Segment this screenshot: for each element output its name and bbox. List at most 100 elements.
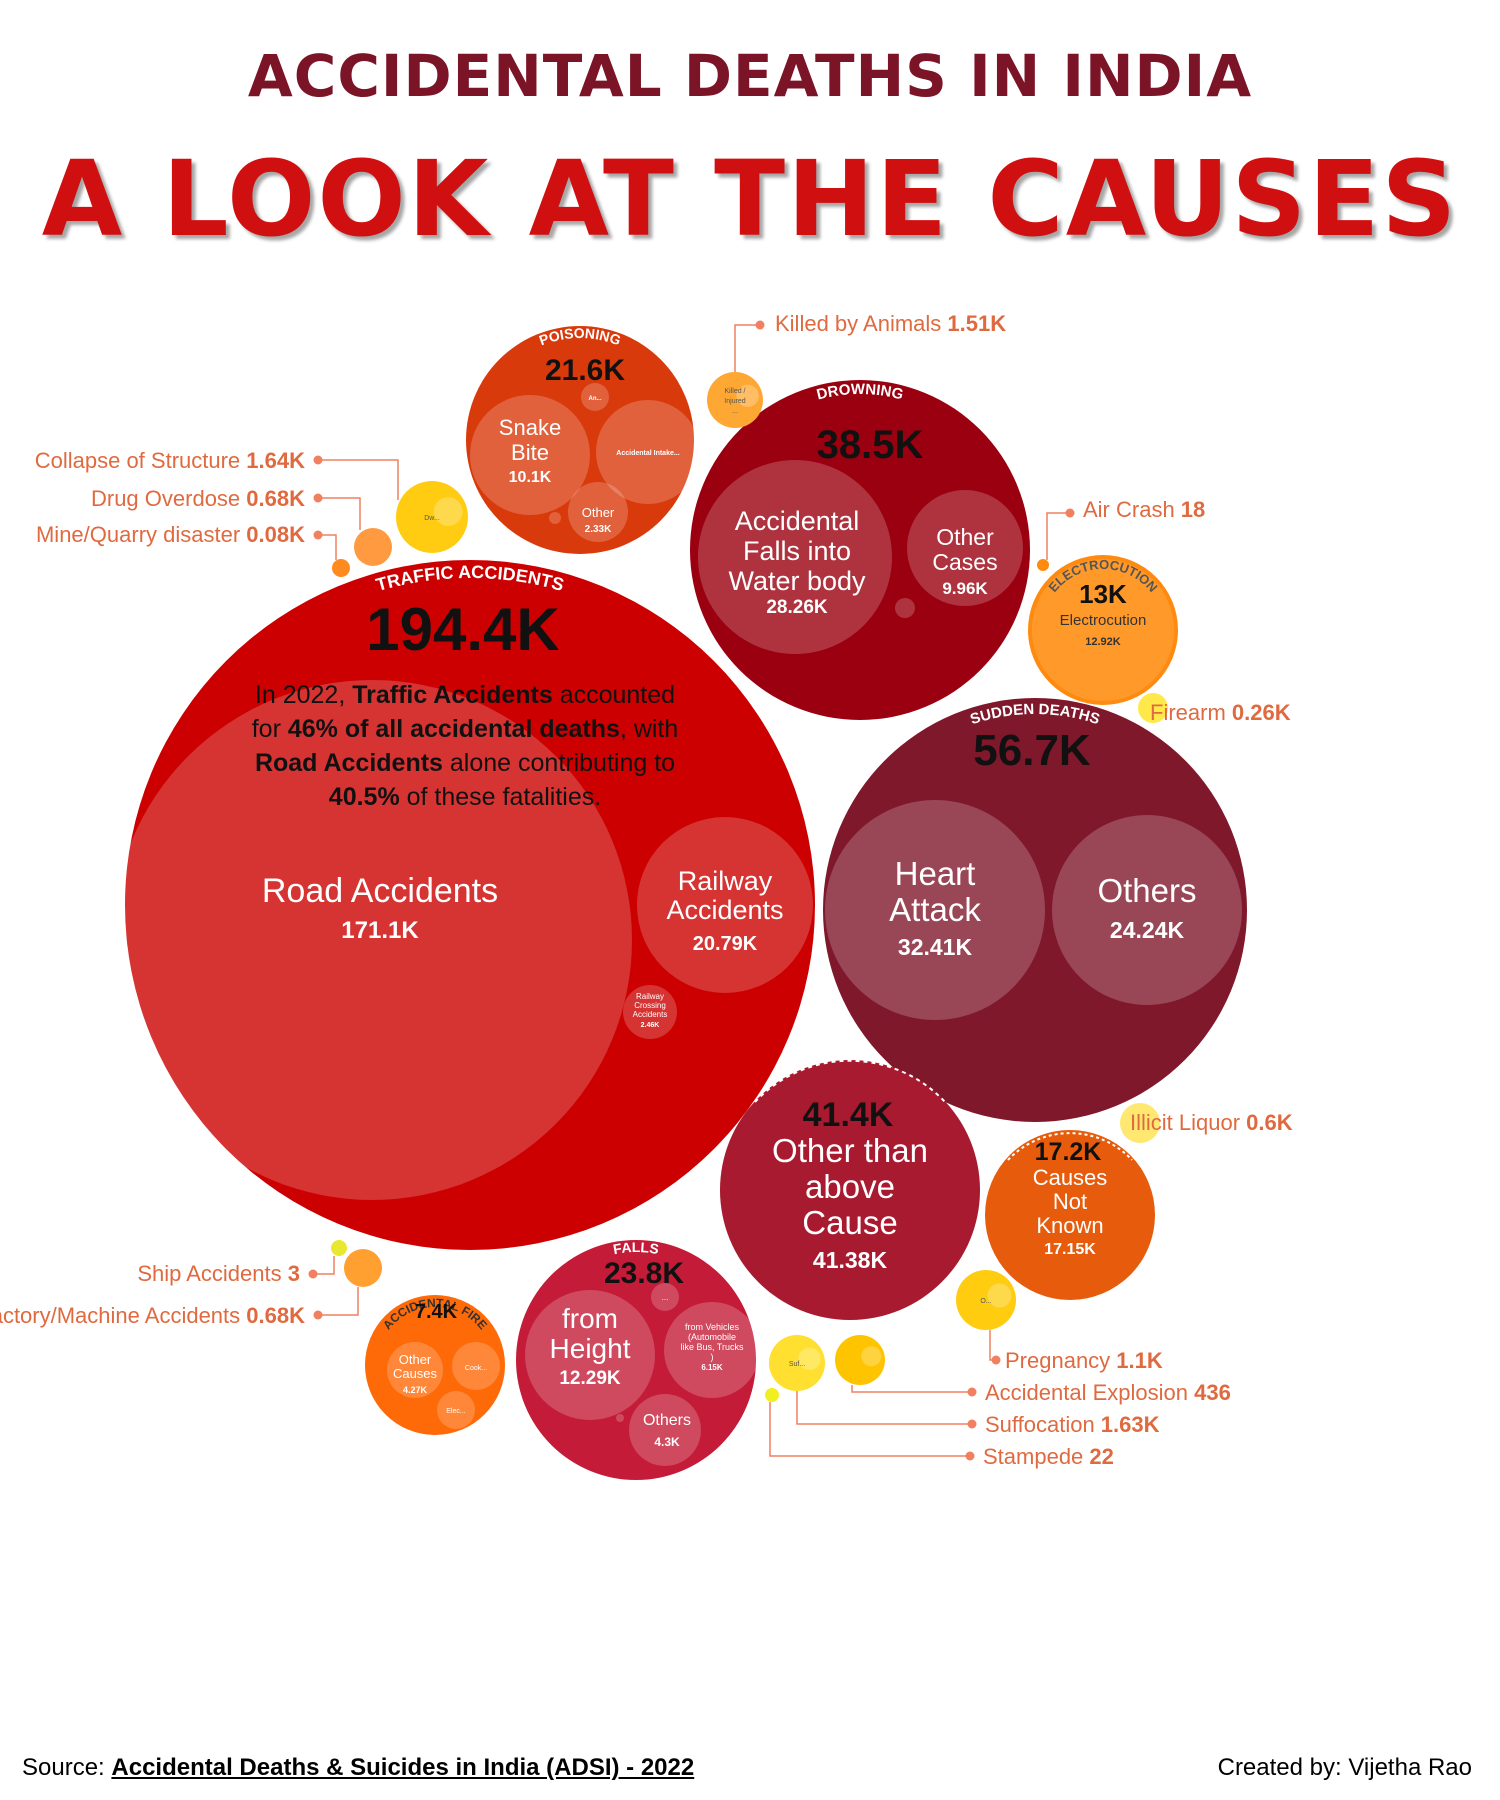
bubble-traffic-accidents[interactable]	[125, 560, 815, 1250]
bubble-poisoning-other[interactable]	[568, 482, 628, 542]
bubble-falls-tiny[interactable]	[616, 1414, 624, 1422]
small-item-firearm: Firearm 0.26K	[1138, 693, 1291, 725]
small-bubble[interactable]	[1120, 1103, 1160, 1143]
small-item-stampede: Stampede 22	[765, 1388, 1114, 1469]
bubble-label: Known	[1036, 1213, 1103, 1238]
bubble-label: Accidental	[735, 506, 860, 536]
bubble-railway-accidents[interactable]	[637, 817, 813, 993]
small-bubble[interactable]	[344, 1249, 382, 1287]
bubble-railway-crossing[interactable]	[623, 985, 677, 1039]
leader-dot	[313, 1310, 323, 1320]
bubble-label: Other	[399, 1352, 432, 1367]
source-link[interactable]: Accidental Deaths & Suicides in India (A…	[111, 1754, 695, 1781]
group-total-drowning: 38.5K	[817, 423, 924, 467]
bubble-electrocution[interactable]	[1032, 559, 1174, 701]
bubble-label: O...	[980, 1298, 991, 1305]
bubble-label: Water body	[728, 566, 866, 596]
bubble-drowning[interactable]	[690, 380, 1030, 720]
small-bubble[interactable]	[765, 1388, 779, 1402]
bubble-from-height[interactable]	[525, 1290, 655, 1420]
bubble-causes-not-known[interactable]	[985, 1130, 1155, 1300]
bubble-road-accidents[interactable]	[112, 680, 632, 1200]
small-bubble-inner[interactable]	[861, 1346, 882, 1367]
bubble-label: Attack	[889, 891, 981, 928]
chart-header: ACCIDENTAL DEATHS IN INDIA A LOOK AT THE…	[0, 0, 1500, 260]
small-bubble-inner[interactable]	[736, 384, 759, 407]
leader-line	[318, 534, 337, 560]
bubble-label: Causes	[393, 1366, 438, 1381]
small-item-label: Illicit Liquor 0.6K	[1130, 1110, 1293, 1135]
small-item-killed-by-animals: Killed / Injured... Killed by Animals 1.51…	[707, 311, 1006, 428]
small-item-label: Accidental Explosion 436	[985, 1380, 1231, 1405]
bubble-label: like Bus, Trucks	[680, 1342, 744, 1352]
bubble-drowning-other[interactable]	[907, 490, 1023, 606]
bubble-other-than-above[interactable]	[720, 1060, 980, 1320]
bubble-sudden-others[interactable]	[1052, 815, 1242, 1005]
small-bubble[interactable]	[707, 372, 763, 428]
leader-dot	[967, 1419, 977, 1429]
bubble-fire-cooking[interactable]	[452, 1342, 500, 1390]
bubble-label: Falls into	[743, 536, 851, 566]
bubble-falls-into-water[interactable]	[698, 460, 892, 654]
bubble-label: Killed /	[724, 388, 745, 395]
bubble-label: Bite	[511, 440, 549, 465]
bubble-poisoning-an[interactable]	[581, 383, 609, 411]
bubble-label: Crossing	[634, 1001, 666, 1010]
small-bubble[interactable]	[331, 1240, 347, 1256]
small-bubble[interactable]	[354, 528, 392, 566]
bubble-value: 4.3K	[654, 1435, 680, 1449]
bubble-label: Height	[550, 1333, 631, 1364]
source-note: Source: Accidental Deaths & Suicides in …	[22, 1754, 694, 1782]
bubble-label: Cases	[932, 549, 997, 575]
bubble-value: 12.29K	[559, 1368, 621, 1389]
bubble-accidental-intake[interactable]	[596, 400, 700, 504]
bubble-poisoning-tiny[interactable]	[549, 512, 561, 524]
bubble-snake-bite[interactable]	[470, 395, 590, 515]
bubble-sudden-deaths[interactable]	[823, 698, 1247, 1122]
leader-dot	[967, 1387, 977, 1397]
small-bubble-inner[interactable]	[798, 1347, 821, 1371]
bubble-label: Dw...	[424, 515, 440, 522]
small-bubble[interactable]	[396, 481, 468, 553]
small-bubble[interactable]	[1037, 559, 1049, 571]
bubble-value: 6.15K	[701, 1363, 723, 1372]
bubble-label: Elec...	[446, 1408, 466, 1415]
small-item-label: Collapse of Structure 1.64K	[35, 448, 305, 473]
bubble-heart-attack[interactable]	[825, 800, 1045, 1020]
bubble-drowning-tiny[interactable]	[895, 598, 915, 618]
bubble-fire-other[interactable]	[387, 1342, 443, 1398]
bubble-label: An...	[589, 396, 602, 402]
bubble-label: ...	[662, 1293, 669, 1302]
small-bubble-inner[interactable]	[433, 497, 463, 526]
bubble-falls-small[interactable]	[651, 1283, 679, 1311]
leader-line	[989, 1330, 996, 1361]
leader-dot	[755, 320, 765, 330]
bubble-falls[interactable]	[516, 1240, 756, 1480]
bubble-accidental-fire[interactable]	[365, 1295, 505, 1435]
bubble-poisoning[interactable]	[466, 326, 694, 554]
bubble-value: 4.27K	[403, 1385, 428, 1395]
small-item-label: Ship Accidents 3	[137, 1261, 300, 1286]
small-item-factory-machine-accidents: Factory/Machine Accidents 0.68K	[0, 1249, 382, 1328]
bubble-label: Heart	[895, 855, 976, 892]
small-item-label: Drug Overdose 0.68K	[91, 486, 305, 511]
chart-subtitle: A LOOK AT THE CAUSES	[41, 138, 1459, 260]
leader-line	[734, 324, 760, 372]
small-bubble[interactable]	[332, 559, 350, 577]
small-bubble-inner[interactable]	[987, 1283, 1012, 1308]
small-item-label: Firearm 0.26K	[1150, 700, 1291, 725]
dashed-arc	[754, 1059, 946, 1103]
small-bubble[interactable]	[1138, 693, 1168, 723]
bubble-fire-elec[interactable]	[437, 1391, 475, 1429]
bubble-from-vehicles[interactable]	[664, 1302, 760, 1398]
small-bubble[interactable]	[769, 1335, 825, 1391]
leader-dot	[308, 1269, 318, 1279]
bubble-falls-others[interactable]	[629, 1394, 701, 1466]
small-bubble[interactable]	[956, 1270, 1016, 1330]
small-bubble[interactable]	[835, 1335, 885, 1385]
small-item-suffocation: Suf... Suffocation 1.63K	[769, 1335, 1160, 1437]
small-item-label: Suffocation 1.63K	[985, 1412, 1160, 1437]
